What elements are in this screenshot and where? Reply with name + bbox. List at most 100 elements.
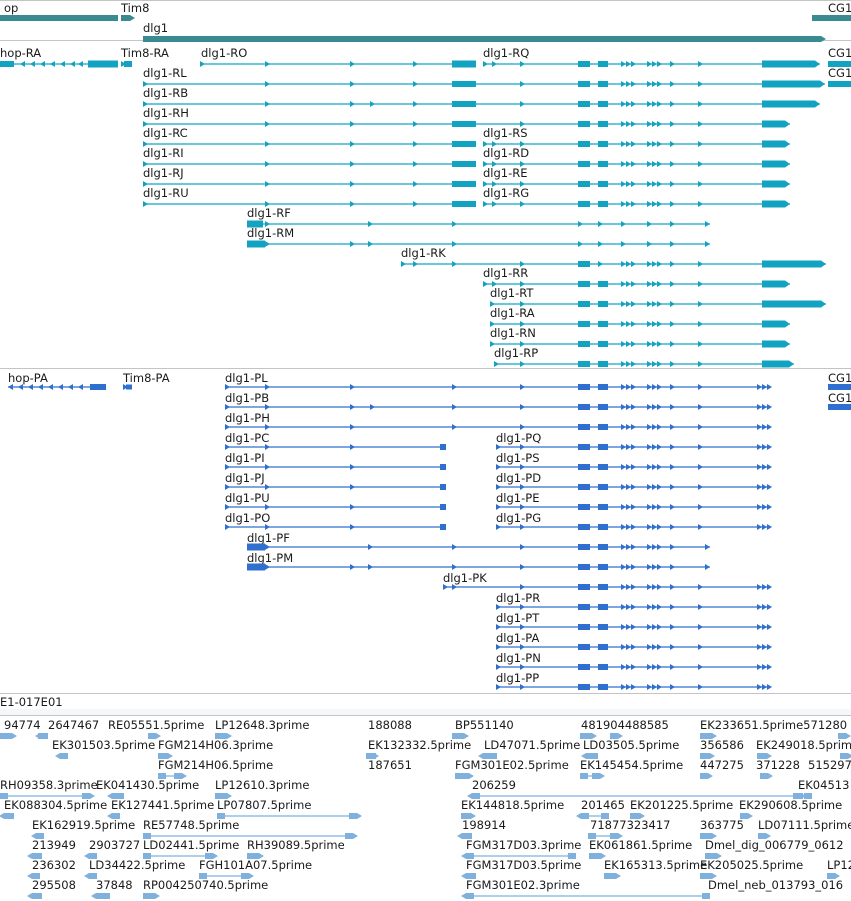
est-label[interactable]: 188088	[368, 718, 412, 732]
est-label[interactable]: 2903727	[89, 838, 141, 852]
est-label[interactable]: EK162919.5prime	[32, 818, 136, 832]
est-label[interactable]: 213949	[32, 838, 76, 852]
mrna-label-dlg1-re[interactable]: dlg1-RE	[483, 166, 528, 180]
est-label[interactable]: LD07111.5prime	[758, 818, 851, 832]
protein-label-dlg1-pj[interactable]: dlg1-PJ	[225, 471, 265, 485]
est-label[interactable]: LP12610.3prime	[215, 778, 310, 792]
est-label[interactable]: 198914	[462, 818, 506, 832]
protein-label-dlg1-pp[interactable]: dlg1-PP	[496, 671, 540, 685]
protein-label-dlg1-pg[interactable]: dlg1-PG	[496, 511, 542, 525]
est-label[interactable]: RE57748.5prime	[143, 818, 240, 832]
mrna-label-dlg1-ru[interactable]: dlg1-RU	[143, 186, 189, 200]
mrna-label-dlg1-ro[interactable]: dlg1-RO	[201, 46, 248, 60]
mrna-label-dlg1-rg[interactable]: dlg1-RG	[483, 186, 530, 200]
protein-label-dlg1-pa[interactable]: dlg1-PA	[496, 631, 540, 645]
protein-label-dlg1-pb[interactable]: dlg1-PB	[225, 391, 270, 405]
est-label[interactable]: Dmel_neb_013793_016	[708, 878, 844, 892]
est-label[interactable]: 481904488585	[581, 718, 669, 732]
est-label[interactable]: EK233651.5prime571280	[700, 718, 848, 732]
mrna-label-dlg1-rt[interactable]: dlg1-RT	[490, 286, 534, 300]
est-label[interactable]: EK061861.5prime	[589, 838, 693, 852]
mrna-label-dlg1-rf[interactable]: dlg1-RF	[247, 206, 291, 220]
protein-label-dlg1-ps[interactable]: dlg1-PS	[496, 451, 540, 465]
gene-label-dlg1[interactable]: dlg1	[143, 21, 169, 35]
mrna-label-dlg1-rr[interactable]: dlg1-RR	[483, 266, 529, 280]
mrna-label-dlg1-rm[interactable]: dlg1-RM	[247, 226, 295, 240]
mrna-label-dlg1-rd[interactable]: dlg1-RD	[483, 146, 530, 160]
protein-label-dlg1-pt[interactable]: dlg1-PT	[496, 611, 540, 625]
est-label[interactable]: 71877323417	[590, 818, 671, 832]
mrna-label-hop-ra[interactable]: hop-RA	[0, 46, 42, 60]
mrna-label-dlg1-rj[interactable]: dlg1-RJ	[143, 166, 184, 180]
protein-label-dlg1-pe[interactable]: dlg1-PE	[496, 491, 540, 505]
est-label[interactable]: 295508	[32, 878, 76, 892]
mrna-label-dlg1-rn[interactable]: dlg1-RN	[490, 326, 536, 340]
est-label[interactable]: LP12	[827, 858, 851, 872]
est-label[interactable]: FGM317D03.5prime	[466, 858, 582, 872]
mrna-label-dlg1-rc[interactable]: dlg1-RC	[143, 126, 188, 140]
est-label[interactable]: EK201225.5prime	[630, 798, 734, 812]
est-label[interactable]: RE05551.5prime	[108, 718, 205, 732]
protein-label-cg1-a[interactable]: CG1	[828, 371, 851, 385]
est-label[interactable]: EK205025.5prime	[700, 858, 804, 872]
gene-label-op[interactable]: op	[4, 1, 19, 15]
est-label[interactable]: 371228	[756, 758, 800, 772]
est-label[interactable]: EK145454.5prime	[580, 758, 684, 772]
protein-label-dlg1-pn[interactable]: dlg1-PN	[496, 651, 541, 665]
est-label[interactable]: FGM301E02.3prime	[466, 878, 580, 892]
protein-label-dlg1-pc[interactable]: dlg1-PC	[225, 431, 270, 445]
est-label[interactable]: RP004250740.5prime	[143, 878, 269, 892]
gene-label-tim8[interactable]: Tim8	[121, 1, 150, 15]
est-label[interactable]: 206259	[472, 778, 516, 792]
est-label[interactable]: EK127441.5prime	[111, 798, 215, 812]
est-label[interactable]: FGM214H06.5prime	[158, 758, 274, 772]
est-label[interactable]: RH09358.3prime	[0, 778, 98, 792]
est-label[interactable]: LP07807.5prime	[217, 798, 312, 812]
est-label[interactable]: 363775	[700, 818, 744, 832]
mrna-label-dlg1-rp[interactable]: dlg1-RP	[494, 346, 539, 360]
est-label[interactable]: 236302	[32, 858, 76, 872]
protein-label-dlg1-pl[interactable]: dlg1-PL	[225, 371, 268, 385]
est-label[interactable]: EK301503.5prime	[52, 738, 156, 752]
mrna-label-dlg1-rs[interactable]: dlg1-RS	[483, 126, 528, 140]
clone-label-e1-017e01[interactable]: E1-017E01	[0, 695, 63, 709]
est-label[interactable]: LD02441.5prime	[143, 838, 240, 852]
mrna-label-dlg1-rq[interactable]: dlg1-RQ	[483, 46, 530, 60]
protein-label-dlg1-pr[interactable]: dlg1-PR	[496, 591, 541, 605]
protein-label-dlg1-po[interactable]: dlg1-PO	[225, 511, 271, 525]
est-label[interactable]: LD34422.5prime	[89, 858, 186, 872]
mrna-label-cg1-b[interactable]: CG1	[828, 66, 851, 80]
mrna-label-dlg1-rb[interactable]: dlg1-RB	[143, 86, 189, 100]
est-label[interactable]: FGH101A07.5prime	[199, 858, 313, 872]
est-label[interactable]: LP12648.3prime	[215, 718, 310, 732]
est-label[interactable]: 201465	[581, 798, 625, 812]
mrna-label-cg1-a[interactable]: CG1	[828, 46, 851, 60]
protein-label-dlg1-pk[interactable]: dlg1-PK	[443, 571, 487, 585]
protein-label-dlg1-pd[interactable]: dlg1-PD	[496, 471, 542, 485]
est-label[interactable]: EK04513	[798, 778, 850, 792]
est-label[interactable]: BP551140	[455, 718, 514, 732]
est-label[interactable]: 94774	[4, 718, 41, 732]
est-label[interactable]: EK290608.5prime	[739, 798, 843, 812]
est-label[interactable]: 187651	[368, 758, 412, 772]
est-label[interactable]: 515297	[808, 758, 851, 772]
protein-label-dlg1-pq[interactable]: dlg1-PQ	[496, 431, 542, 445]
protein-label-dlg1-pi[interactable]: dlg1-PI	[225, 451, 265, 465]
est-label[interactable]: FGM301E02.5prime	[455, 758, 569, 772]
est-label[interactable]: EK088304.5prime	[4, 798, 108, 812]
protein-label-dlg1-pu[interactable]: dlg1-PU	[225, 491, 270, 505]
est-label[interactable]: LD47071.5prime	[484, 738, 581, 752]
est-label[interactable]: EK041430.5prime	[96, 778, 200, 792]
protein-label-dlg1-pf[interactable]: dlg1-PF	[247, 531, 290, 545]
est-label[interactable]: RH39089.5prime	[247, 838, 345, 852]
est-label[interactable]: EK249018.5prime	[756, 738, 851, 752]
protein-label-tim8-pa[interactable]: Tim8-PA	[123, 371, 170, 385]
mrna-label-dlg1-rl[interactable]: dlg1-RL	[143, 66, 187, 80]
est-label[interactable]: LD03505.5prime	[583, 738, 680, 752]
mrna-label-dlg1-ri[interactable]: dlg1-RI	[143, 146, 184, 160]
protein-label-cg1-b[interactable]: CG1	[828, 391, 851, 405]
est-label[interactable]: 37848	[96, 878, 133, 892]
est-label[interactable]: FGM214H06.3prime	[158, 738, 274, 752]
mrna-label-dlg1-ra[interactable]: dlg1-RA	[490, 306, 535, 320]
est-label[interactable]: 447275	[700, 758, 744, 772]
